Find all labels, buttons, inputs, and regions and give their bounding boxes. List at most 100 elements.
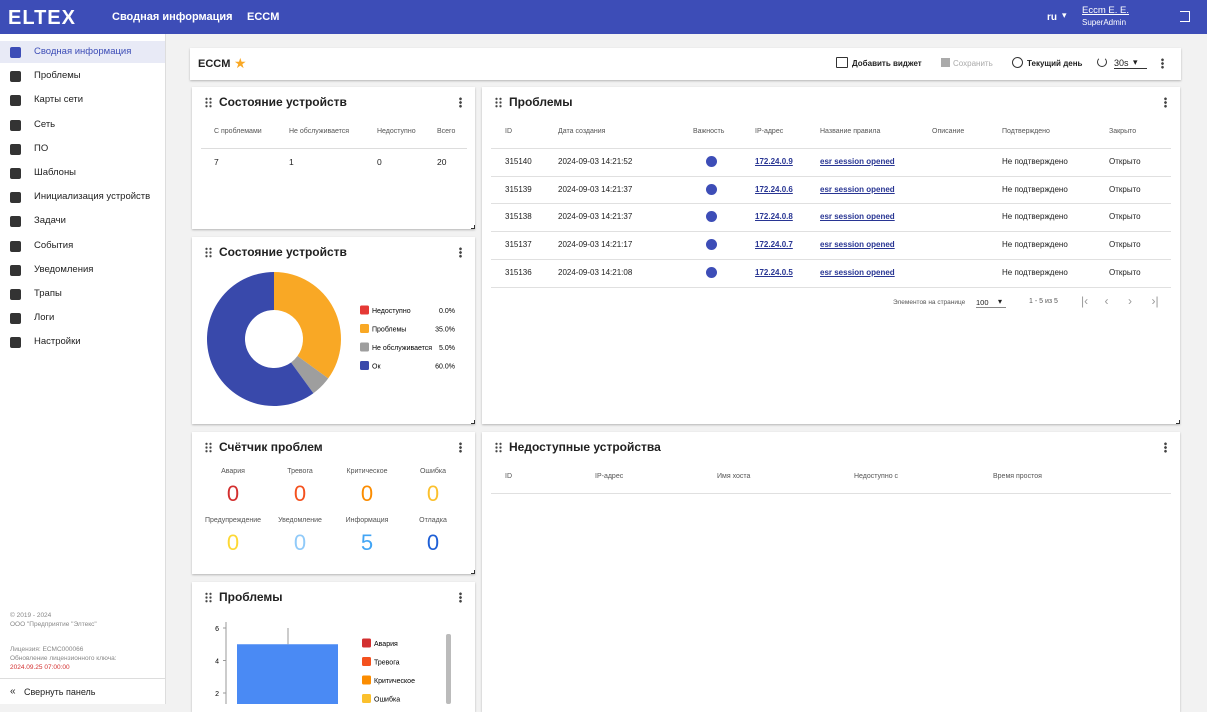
row-divider — [491, 258, 1171, 260]
clock-icon — [1012, 57, 1023, 68]
legend-swatch — [362, 638, 371, 648]
refresh-icon — [1097, 57, 1107, 67]
link[interactable]: 172.24.0.9 — [755, 157, 793, 166]
link[interactable]: esr session opened — [820, 184, 895, 194]
link[interactable]: 172.24.0.6 — [755, 184, 793, 194]
pager-button[interactable]: › — [1128, 294, 1132, 308]
logo[interactable]: ELTEX — [8, 7, 76, 29]
menu-item[interactable]: Задачи — [34, 215, 66, 227]
legend-swatch — [362, 675, 371, 685]
user[interactable]: Eccm E. E. — [1082, 5, 1129, 16]
cell: 2024-09-03 14:21:52 — [558, 157, 633, 166]
dropdown-arrow: ▾ — [1133, 57, 1138, 67]
resize-handle — [471, 420, 475, 424]
legend-label: Проблемы — [372, 326, 406, 334]
cell: 0 — [377, 157, 382, 167]
favorite[interactable]: ★ — [234, 55, 247, 71]
widget-menu[interactable] — [459, 592, 462, 603]
menu-item[interactable]: Проблемы — [34, 70, 81, 82]
cell: Не подтверждено — [1002, 212, 1068, 222]
column-header: С проблемами — [214, 128, 262, 135]
legend-label: Не обслуживается — [372, 344, 432, 352]
cell: Открыто — [1109, 240, 1141, 250]
legend-label: Недоступно — [372, 308, 411, 315]
menu-item[interactable]: Инициализация устройств — [34, 191, 151, 203]
legend-swatch — [360, 342, 369, 352]
row-divider — [491, 231, 1171, 233]
pager-button[interactable]: |‹ — [1081, 294, 1089, 308]
widget-menu[interactable] — [1164, 97, 1167, 108]
menu-icon — [10, 143, 21, 155]
dropdown-arrow: ▾ — [998, 297, 1003, 306]
legend-value: 60.0% — [435, 364, 455, 371]
menu-icon — [10, 264, 21, 276]
menu[interactable] — [1161, 58, 1164, 69]
widget-menu[interactable] — [459, 442, 462, 453]
collapse[interactable]: Свернуть панель — [24, 687, 96, 697]
drag-handle — [205, 247, 212, 258]
license-date: 2024.09.25 07:00:00 — [10, 664, 70, 671]
widget-title: Состояние устройств — [219, 95, 347, 109]
widget — [192, 87, 475, 229]
column-header: ID — [505, 128, 512, 135]
device-status-chart: Недоступно 0.0% Проблемы 35.0% Не обслуживае… — [207, 272, 455, 406]
legend-label: Ок — [372, 364, 381, 371]
cell: Не подтверждено — [1002, 267, 1068, 277]
menu-item[interactable]: Настройки — [34, 336, 81, 348]
link[interactable]: 172.24.0.7 — [755, 240, 793, 250]
menu-item[interactable]: Сводная информация — [34, 46, 132, 57]
severity-icon — [706, 156, 717, 167]
cell: 20 — [437, 157, 447, 167]
cell: 315137 — [505, 240, 532, 250]
link[interactable]: esr session opened — [820, 157, 895, 166]
refresh-interval[interactable]: 30s — [1114, 58, 1147, 69]
active-item — [0, 41, 165, 63]
link[interactable]: 172.24.0.8 — [755, 212, 793, 222]
pager-button[interactable]: ‹ — [1104, 294, 1109, 308]
cell: Не подтверждено — [1002, 157, 1068, 166]
menu-icon — [10, 192, 21, 204]
widget-menu[interactable] — [459, 97, 462, 108]
widget-menu[interactable] — [459, 247, 462, 258]
problems-chart: 2 4 6 Авария Тревога Критическое Ошибка — [215, 622, 451, 704]
widget-title: Проблемы — [219, 590, 283, 604]
column-header: IP-адрес — [755, 128, 784, 135]
add-icon — [836, 57, 848, 68]
column-header: Всего — [437, 128, 456, 135]
language[interactable]: ru — [1047, 12, 1057, 23]
cell: Не подтверждено — [1002, 184, 1068, 194]
counter-value: 0 — [426, 530, 440, 555]
link[interactable]: esr session opened — [820, 267, 895, 277]
menu-item[interactable]: Логи — [34, 312, 55, 324]
column-header: Важность — [693, 128, 725, 135]
add-widget[interactable]: Добавить виджет — [852, 59, 922, 68]
period[interactable]: Текущий день — [1027, 59, 1083, 68]
save[interactable]: Сохранить — [953, 59, 993, 68]
menu-item[interactable]: События — [34, 239, 74, 251]
link[interactable]: esr session opened — [820, 240, 895, 250]
pie-slice — [207, 272, 314, 406]
cell: 2024-09-03 14:21:37 — [558, 212, 633, 222]
widget-title: Проблемы — [509, 95, 573, 109]
link[interactable]: esr session opened — [820, 212, 895, 222]
dropdown-arrow: ▾ — [1062, 10, 1067, 20]
menu-item[interactable]: Уведомления — [34, 263, 94, 275]
logout[interactable] — [1180, 11, 1190, 22]
menu-item[interactable]: Трапы — [34, 288, 62, 299]
link[interactable]: 172.24.0.5 — [755, 267, 793, 277]
breadcrumb[interactable]: Сводная информация — [112, 11, 233, 23]
widget — [482, 87, 1180, 424]
widget-menu[interactable] — [1164, 442, 1167, 453]
menu-item[interactable]: Шаблоны — [34, 167, 77, 178]
menu-item[interactable]: Сеть — [34, 118, 56, 130]
menu-item[interactable]: Карты сети — [34, 94, 84, 106]
counter-value: 0 — [360, 481, 374, 506]
cell: Не подтверждено — [1002, 240, 1068, 250]
scrollbar — [446, 634, 451, 704]
severity-icon — [706, 183, 717, 195]
collapse-icon: « — [10, 686, 16, 697]
per-page[interactable]: 100 — [976, 298, 1006, 308]
legend-label: Тревога — [374, 660, 400, 667]
pager-button[interactable]: ›| — [1151, 294, 1159, 308]
menu-item[interactable]: ПО — [34, 142, 49, 154]
